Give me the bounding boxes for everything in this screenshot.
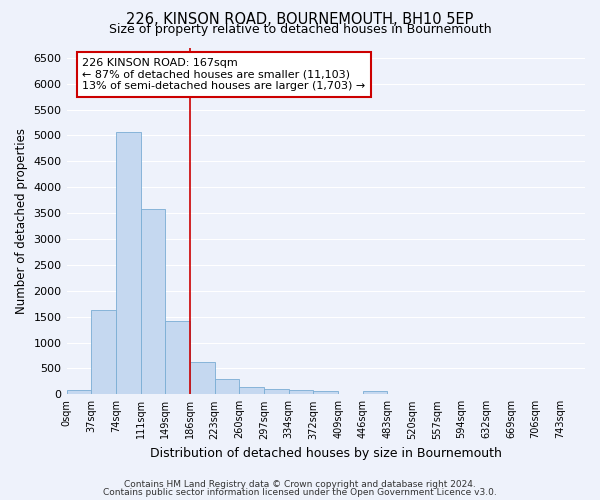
Text: Size of property relative to detached houses in Bournemouth: Size of property relative to detached ho… xyxy=(109,22,491,36)
Bar xyxy=(165,321,190,394)
X-axis label: Distribution of detached houses by size in Bournemouth: Distribution of detached houses by size … xyxy=(150,447,502,460)
Bar xyxy=(140,209,165,394)
Text: Contains public sector information licensed under the Open Government Licence v3: Contains public sector information licen… xyxy=(103,488,497,497)
Bar xyxy=(363,391,388,394)
Y-axis label: Number of detached properties: Number of detached properties xyxy=(15,128,28,314)
Bar xyxy=(190,362,215,394)
Text: Contains HM Land Registry data © Crown copyright and database right 2024.: Contains HM Land Registry data © Crown c… xyxy=(124,480,476,489)
Bar xyxy=(264,389,289,394)
Bar xyxy=(215,379,239,394)
Text: 226, KINSON ROAD, BOURNEMOUTH, BH10 5EP: 226, KINSON ROAD, BOURNEMOUTH, BH10 5EP xyxy=(127,12,473,28)
Bar xyxy=(239,386,264,394)
Bar xyxy=(313,391,338,394)
Bar xyxy=(116,132,140,394)
Text: 226 KINSON ROAD: 167sqm
← 87% of detached houses are smaller (11,103)
13% of sem: 226 KINSON ROAD: 167sqm ← 87% of detache… xyxy=(82,58,365,91)
Bar xyxy=(289,390,313,394)
Bar xyxy=(91,310,116,394)
Bar xyxy=(67,390,91,394)
